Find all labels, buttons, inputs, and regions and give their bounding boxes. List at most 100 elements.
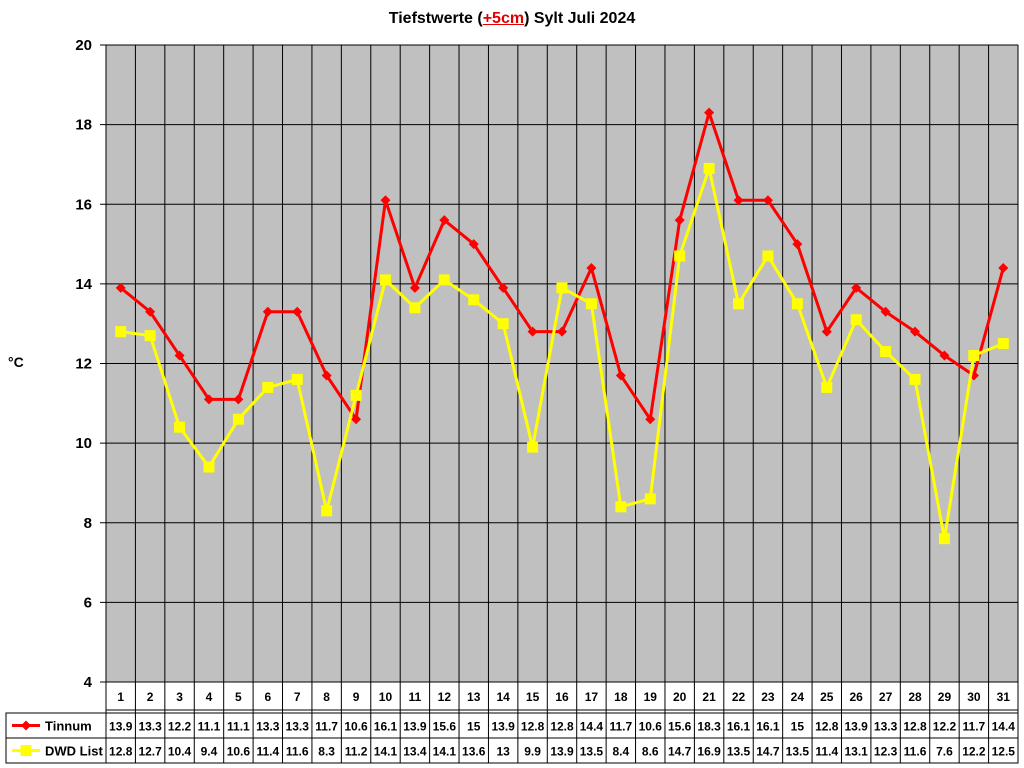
table-cell: 12.7 [138,745,162,759]
table-cell: 15 [791,720,805,734]
square-marker [938,533,950,545]
square-marker [350,389,362,401]
square-marker [733,298,745,310]
diamond-marker [527,326,538,337]
day-label: 1 [117,690,124,704]
day-label: 27 [879,690,893,704]
diamond-marker [557,326,567,337]
table-cell: 11.7 [315,720,338,734]
square-marker [203,461,215,473]
table-cell: 10.6 [639,720,663,734]
table-cell: 9.4 [201,745,218,759]
table-cell: 14.1 [433,745,457,759]
diamond-marker [821,326,832,337]
table-cell: 10.6 [227,745,251,759]
day-label: 9 [353,690,360,704]
diamond-marker [615,370,626,381]
table-cell: 12.8 [521,720,545,734]
table-cell: 13.3 [286,720,310,734]
title-highlight: +5cm [482,10,525,27]
legend-diamond-icon [21,720,31,731]
table-cell: 7.6 [936,745,953,759]
square-marker [615,501,627,513]
table-cell: 13.1 [845,745,869,759]
diamond-marker [115,282,126,293]
square-marker [703,162,715,174]
table-cell: 10.6 [344,720,368,734]
square-marker [497,318,509,330]
square-marker [791,298,803,310]
y-tick-label: 8 [84,515,92,532]
table-cell: 12.8 [109,745,133,759]
day-label: 29 [938,690,952,704]
table-cell: 14.4 [992,720,1016,734]
table-cell: 15 [467,720,481,734]
table-cell: 11.4 [815,745,838,759]
diamond-marker [203,394,214,405]
day-label: 20 [673,690,687,704]
table-cell: 12.2 [168,720,192,734]
square-marker [174,421,186,433]
y-axis-label: °C [8,354,24,370]
table-cell: 11.7 [963,720,986,734]
table-cell: 13.5 [580,745,604,759]
day-label: 2 [147,690,154,704]
diamond-marker [880,306,891,317]
y-tick-label: 14 [75,276,92,293]
table-cell: 11.4 [256,745,279,759]
diamond-marker [145,306,156,317]
diamond-marker [851,282,862,293]
table-cell: 12.8 [550,720,574,734]
square-marker [379,274,391,286]
day-label: 18 [614,690,628,704]
table-cell: 8.3 [318,745,335,759]
table-cell: 12.2 [933,720,957,734]
table-cell: 15.6 [668,720,692,734]
diamond-marker [586,262,597,273]
y-tick-label: 10 [75,435,92,452]
table-cell: 13.9 [491,720,515,734]
y-tick-label: 18 [75,117,92,134]
diamond-marker [674,215,685,226]
y-tick-label: 6 [84,594,92,611]
table-cell: 14.4 [580,720,604,734]
table-cell: 16.1 [756,720,780,734]
table-cell: 10.4 [168,745,192,759]
diamond-marker [910,326,921,337]
diamond-marker [321,370,332,381]
day-label: 31 [997,690,1011,704]
day-label: 10 [379,690,393,704]
table-cell: 12.3 [874,745,898,759]
title-suffix: ) Sylt Juli 2024 [524,10,636,27]
square-marker [850,314,862,326]
square-marker [556,282,568,294]
table-cell: 13.9 [550,745,574,759]
square-marker [909,373,921,385]
square-marker [438,274,450,286]
table-cell: 9.9 [524,745,541,759]
day-label: 16 [555,690,569,704]
table-cell: 13.5 [786,745,810,759]
day-label: 22 [732,690,746,704]
table-cell: 13.9 [109,720,133,734]
table-cell: 13.3 [256,720,280,734]
table-cell: 8.6 [642,745,659,759]
table-cell: 11.6 [286,745,309,759]
day-label: 5 [235,690,242,704]
table-cell: 12.5 [992,745,1016,759]
square-marker [115,326,127,338]
square-marker [291,373,303,385]
day-label: 19 [644,690,658,704]
day-label: 13 [467,690,481,704]
table-cell: 11.1 [198,720,221,734]
table-cell: 16.1 [727,720,751,734]
table-cell: 11.7 [609,720,632,734]
diamond-marker [645,414,656,425]
diamond-marker [233,394,244,405]
y-tick-label: 12 [75,356,92,373]
day-label: 25 [820,690,834,704]
table-cell: 11.1 [227,720,250,734]
square-marker [821,381,833,393]
diamond-marker [762,195,773,206]
